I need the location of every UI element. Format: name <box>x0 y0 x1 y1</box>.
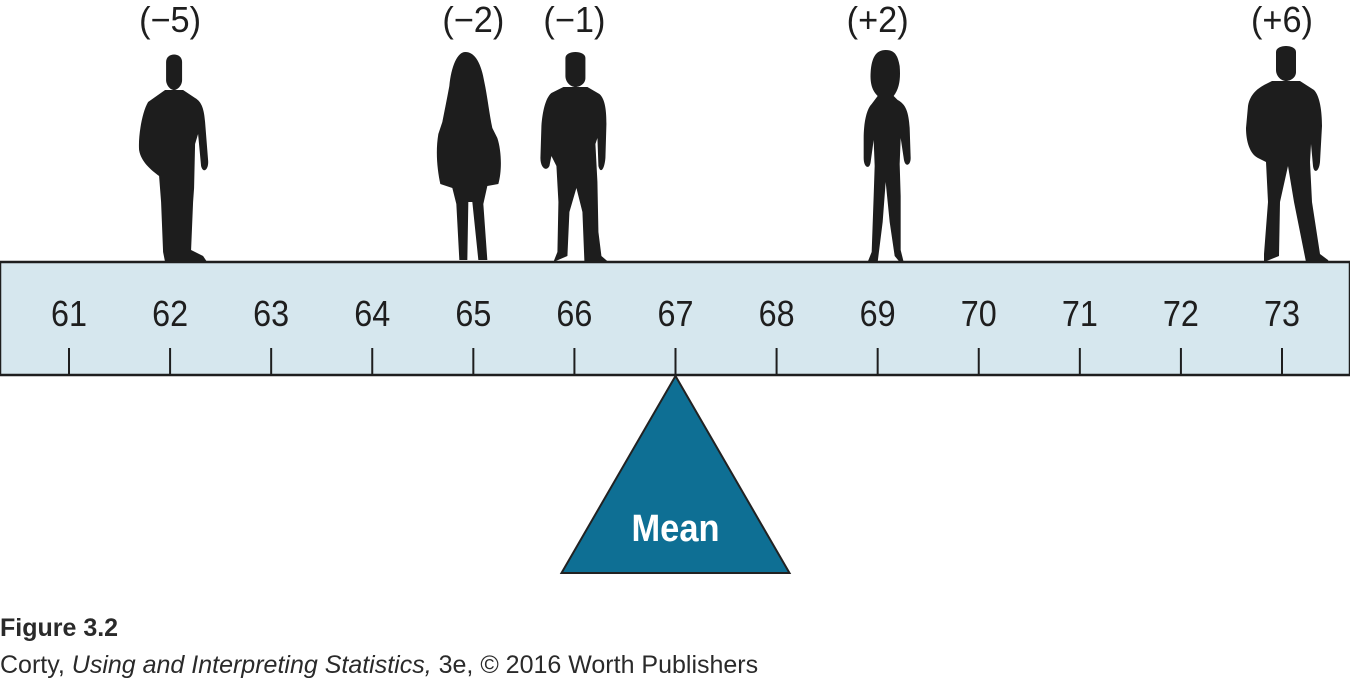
seesaw-diagram: (−5) (−2) (−1) (+2) (+6) 61 62 63 64 65 66 67 68 69 7… <box>0 0 1350 574</box>
deviation-label: (−2) <box>442 0 504 40</box>
credit-edition: 3e, © 2016 Worth Publishers <box>431 651 759 679</box>
tick-label: 64 <box>354 293 390 334</box>
woman-coat-silhouette <box>436 52 501 260</box>
tick-label: 63 <box>253 293 289 334</box>
deviation-label: (−5) <box>139 0 201 40</box>
man-suit-silhouette <box>1246 46 1329 262</box>
figure-credit: Corty, Using and Interpreting Statistics… <box>0 651 758 680</box>
deviation-label: (+2) <box>847 0 909 40</box>
tick-label: 61 <box>51 293 87 334</box>
figure-number: Figure 3.2 <box>0 614 119 642</box>
tick-label: 70 <box>961 293 997 334</box>
woman-slim-silhouette <box>863 50 911 262</box>
tick-label: 69 <box>860 293 896 334</box>
deviation-labels: (−5) (−2) (−1) (+2) (+6) <box>139 0 1313 40</box>
credit-book-title: Using and Interpreting Statistics, <box>71 651 432 679</box>
tick-label: 67 <box>658 293 694 334</box>
tick-label: 65 <box>455 293 491 334</box>
mean-fulcrum <box>559 374 792 574</box>
people-silhouettes <box>138 46 1329 262</box>
credit-author: Corty, <box>0 651 72 679</box>
tick-label: 68 <box>759 293 795 334</box>
tick-label: 66 <box>556 293 592 334</box>
tick-label: 72 <box>1163 293 1199 334</box>
deviation-label: (−1) <box>543 0 605 40</box>
man-casual-silhouette <box>540 52 609 262</box>
tick-label: 62 <box>152 293 188 334</box>
mean-label: Mean <box>632 508 720 550</box>
tick-label: 73 <box>1264 293 1300 334</box>
man-standing-silhouette <box>138 54 209 262</box>
deviation-label: (+6) <box>1251 0 1313 40</box>
scale-ticks: 61 62 63 64 65 66 67 68 69 70 71 72 73 <box>51 293 1300 375</box>
tick-label: 71 <box>1062 293 1098 334</box>
